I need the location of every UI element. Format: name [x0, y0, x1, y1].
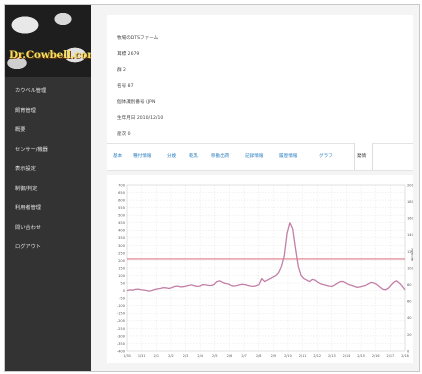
- tab-estrus[interactable]: 発情: [357, 154, 367, 159]
- farm-name: 牧場のDTSファーム: [117, 36, 159, 41]
- y-tick-label-left: 50: [120, 281, 125, 285]
- x-tick-label: 2/7: [241, 354, 246, 358]
- x-tick-label: 2/16: [372, 354, 380, 358]
- y-tick-label-left: 550: [118, 206, 126, 210]
- x-tick-label: 2/8: [256, 354, 261, 358]
- brand-name: Dr.Cowbell.com: [9, 49, 91, 61]
- sidebar: Dr.Cowbell.com カウベル管理 飼育管理 概要 センサー/機器 表示…: [5, 5, 91, 371]
- sidebar-item-sensors[interactable]: センサー/機器: [15, 146, 48, 153]
- birth-date: 生年月日 2010/12/10: [117, 116, 164, 121]
- y-tick-label-left: 600: [118, 198, 126, 202]
- cow-name: 名号 87: [117, 84, 134, 89]
- y-tick-label-left: 500: [118, 214, 126, 218]
- x-tick-label: 2/3: [183, 354, 188, 358]
- y-tick-label-right: 40: [407, 316, 412, 320]
- chart-panel: 700 650 600 550 500 450 400 350 300 250 200 150 100 5…: [107, 175, 417, 363]
- tab-records[interactable]: 記録情報: [245, 154, 264, 159]
- y-tick-label-right: 100: [407, 266, 413, 270]
- sidebar-item-contact[interactable]: 問い合わせ: [15, 224, 41, 231]
- tab-calving[interactable]: 分娩: [167, 154, 177, 159]
- sidebar-item-logout[interactable]: ログアウト: [15, 244, 41, 251]
- tab-basic[interactable]: 基本: [113, 154, 123, 159]
- x-tick-label: 1/30: [123, 354, 131, 358]
- y-tick-label-left: 350: [118, 236, 126, 240]
- y-tick-label-left: 200: [118, 259, 126, 263]
- parity: 産次 0: [117, 132, 131, 137]
- y-tick-label-right: 160: [407, 217, 413, 221]
- y-tick-label-right: 80: [407, 283, 412, 287]
- x-tick-label: 2/11: [299, 354, 307, 358]
- group: 群 2: [117, 68, 126, 73]
- cow-info-panel: 牧場のDTSファーム 耳標 2679 群 2 名号 87 個体識別番号 (JPN…: [107, 15, 413, 143]
- x-tick-label: 2/15: [357, 354, 365, 358]
- y-tick-label-left: -200: [117, 319, 126, 323]
- x-tick-label: 2/10: [284, 354, 292, 358]
- sidebar-item-cowbell[interactable]: カウベル管理: [15, 88, 47, 95]
- x-tick-label: 1/31: [138, 354, 146, 358]
- x-tick-label: 2/5: [212, 354, 217, 358]
- x-tick-label: 2/17: [387, 354, 395, 358]
- y-tick-label-left: -350: [117, 342, 126, 346]
- sidebar-item-users[interactable]: 利用者管理: [15, 205, 41, 212]
- y-tick-label-left: -250: [117, 327, 126, 331]
- y-tick-label-left: 0: [123, 289, 126, 293]
- sidebar-nav: カウベル管理 飼育管理 概要 センサー/機器 表示設定 制御/判定 利用者管理 …: [5, 81, 91, 257]
- tab-insemination[interactable]: 種付情報: [133, 154, 152, 159]
- y-tick-label-right: 0: [407, 349, 410, 353]
- x-tick-label: 2/2: [168, 354, 173, 358]
- sidebar-item-breeding[interactable]: 飼育管理: [15, 107, 36, 114]
- y-tick-label-left: 400: [118, 229, 126, 233]
- x-tick-label: 2/9: [271, 354, 276, 358]
- y-tick-label-right: 20: [407, 333, 412, 337]
- y-tick-label-left: 100: [118, 274, 126, 278]
- y-axis-label-right: 活動量: [410, 248, 413, 262]
- individual-id: 個体識別番号 (JPN: [117, 100, 156, 105]
- sidebar-item-display[interactable]: 表示設定: [15, 166, 36, 173]
- tab-movement[interactable]: 移動出荷: [211, 154, 230, 159]
- x-tick-label: 2/4: [197, 354, 202, 358]
- y-tick-label-left: 450: [118, 221, 126, 225]
- y-tick-label-left: 250: [118, 251, 126, 255]
- y-tick-label-left: -300: [117, 334, 126, 338]
- x-tick-label: 2/13: [328, 354, 336, 358]
- tab-bar: 基本 種付情報 分娩 乾乳 移動出荷 記録情報 履歴情報 グラフ 発情: [107, 143, 413, 171]
- tab-dry-off[interactable]: 乾乳: [189, 154, 199, 159]
- app-window: Dr.Cowbell.com カウベル管理 飼育管理 概要 センサー/機器 表示…: [4, 4, 420, 372]
- y-tick-label-right: 180: [407, 200, 413, 204]
- y-tick-label-left: -50: [119, 297, 126, 301]
- y-tick-label-right: 200: [407, 183, 413, 187]
- y-tick-label-left: 700: [118, 183, 126, 187]
- estrus-activity-chart: 7006506005505004504003503002502001501005…: [117, 183, 417, 358]
- x-tick-label: 2/12: [313, 354, 321, 358]
- brand-logo[interactable]: Dr.Cowbell.com: [5, 5, 91, 77]
- y-tick-label-left: 150: [118, 266, 126, 270]
- cow-photo: [5, 5, 91, 77]
- y-tick-label-left: -100: [117, 304, 126, 308]
- active-tab-indicator: [354, 143, 373, 170]
- x-tick-label: 2/6: [227, 354, 232, 358]
- sidebar-item-control[interactable]: 制御/判定: [15, 185, 38, 192]
- ear-tag: 耳標 2679: [117, 52, 140, 57]
- y-tick-label-right: 140: [407, 233, 413, 237]
- tab-history[interactable]: 履歴情報: [279, 154, 298, 159]
- y-tick-label-left: 650: [118, 191, 126, 195]
- x-tick-label: 2/14: [343, 354, 351, 358]
- y-tick-label-left: 300: [118, 244, 126, 248]
- sidebar-item-overview[interactable]: 概要: [15, 127, 26, 134]
- activity-series-line: [126, 222, 406, 292]
- y-tick-label-right: 120: [407, 250, 413, 254]
- x-tick-label: 2/18: [401, 354, 409, 358]
- tab-graph[interactable]: グラフ: [319, 154, 333, 159]
- x-tick-label: 2/1: [154, 354, 159, 358]
- y-tick-label-left: -150: [117, 312, 126, 316]
- y-tick-label-right: 60: [407, 300, 412, 304]
- y-tick-label-left: -400: [117, 349, 126, 353]
- main-content: 牧場のDTSファーム 耳標 2679 群 2 名号 87 個体識別番号 (JPN…: [91, 5, 419, 371]
